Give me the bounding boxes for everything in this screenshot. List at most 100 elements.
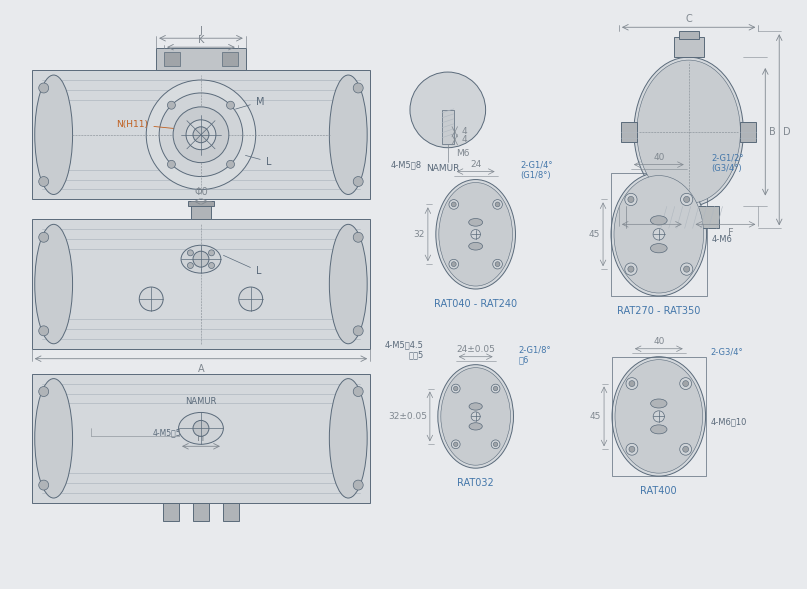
Circle shape: [495, 202, 500, 207]
Text: J: J: [199, 27, 203, 37]
Circle shape: [167, 160, 175, 168]
Circle shape: [683, 380, 688, 386]
Text: H: H: [197, 434, 205, 444]
Circle shape: [167, 101, 175, 109]
Ellipse shape: [35, 224, 73, 344]
Text: 4-M5深4.5
孔深5: 4-M5深4.5 孔深5: [385, 340, 424, 359]
Text: A: A: [198, 363, 204, 373]
Text: 40: 40: [653, 153, 664, 161]
Bar: [31, 219, 370, 349]
Circle shape: [39, 386, 48, 396]
Ellipse shape: [181, 245, 221, 273]
Text: NAMUR: NAMUR: [186, 398, 216, 406]
Bar: [611, 173, 707, 296]
Ellipse shape: [35, 379, 73, 498]
Text: 4-M6深10: 4-M6深10: [710, 417, 747, 426]
Bar: [621, 122, 637, 142]
Circle shape: [353, 232, 363, 242]
Circle shape: [39, 326, 48, 336]
Circle shape: [493, 386, 498, 391]
Circle shape: [625, 263, 637, 275]
Text: C: C: [685, 14, 692, 24]
Circle shape: [628, 266, 634, 272]
Ellipse shape: [614, 176, 704, 293]
Text: RAT040 - RAT240: RAT040 - RAT240: [434, 299, 517, 309]
Circle shape: [628, 196, 634, 203]
Circle shape: [470, 230, 480, 239]
Bar: [222, 52, 238, 66]
Circle shape: [680, 263, 692, 275]
Bar: [157, 48, 246, 70]
Text: 4: 4: [462, 135, 467, 144]
Circle shape: [451, 202, 456, 207]
Circle shape: [653, 411, 664, 422]
Text: N(H11): N(H11): [116, 120, 183, 131]
Bar: [659, 206, 718, 229]
Circle shape: [239, 287, 262, 311]
Text: 2-G3/4°: 2-G3/4°: [710, 348, 743, 357]
Circle shape: [353, 326, 363, 336]
Circle shape: [353, 83, 363, 93]
Text: 2-G1/2°
(G3/4°): 2-G1/2° (G3/4°): [712, 153, 744, 173]
Text: NAMUR: NAMUR: [426, 164, 459, 173]
Ellipse shape: [634, 57, 743, 206]
Circle shape: [187, 263, 194, 269]
Text: RAT270 - RAT350: RAT270 - RAT350: [617, 306, 700, 316]
Ellipse shape: [35, 75, 73, 194]
Bar: [31, 70, 370, 200]
Circle shape: [493, 442, 498, 446]
Circle shape: [39, 480, 48, 490]
Ellipse shape: [612, 357, 705, 476]
Text: M: M: [236, 97, 264, 109]
Ellipse shape: [438, 365, 513, 468]
Bar: [674, 37, 704, 57]
Circle shape: [626, 378, 638, 389]
Circle shape: [187, 250, 194, 256]
Text: 45: 45: [590, 412, 601, 421]
Ellipse shape: [469, 423, 483, 430]
Circle shape: [629, 380, 635, 386]
Circle shape: [653, 229, 664, 240]
Bar: [193, 503, 209, 521]
Circle shape: [684, 196, 690, 203]
Ellipse shape: [637, 60, 740, 203]
Circle shape: [39, 83, 48, 93]
Text: 40: 40: [653, 337, 664, 346]
Circle shape: [410, 72, 486, 148]
Circle shape: [227, 160, 235, 168]
Circle shape: [39, 177, 48, 187]
Circle shape: [451, 384, 460, 393]
Circle shape: [140, 287, 163, 311]
Text: F: F: [728, 229, 734, 239]
Text: RAT032: RAT032: [458, 478, 494, 488]
Circle shape: [495, 262, 500, 267]
Text: E: E: [644, 229, 650, 239]
Text: 4: 4: [462, 127, 467, 136]
Text: B: B: [769, 127, 776, 137]
Ellipse shape: [650, 399, 667, 408]
Circle shape: [449, 200, 458, 209]
Text: 2-G1/4°
(G1/8°): 2-G1/4° (G1/8°): [521, 160, 553, 180]
Text: K: K: [198, 35, 204, 45]
Circle shape: [451, 440, 460, 449]
Text: G: G: [617, 211, 624, 221]
Bar: [188, 201, 214, 206]
Bar: [31, 373, 370, 503]
Text: 4-M5深5: 4-M5深5: [153, 429, 181, 438]
Ellipse shape: [650, 425, 667, 434]
Circle shape: [626, 444, 638, 455]
Bar: [740, 122, 756, 142]
Circle shape: [493, 259, 503, 269]
Ellipse shape: [650, 216, 667, 225]
Text: 24: 24: [470, 160, 481, 168]
Circle shape: [683, 446, 688, 452]
Text: M6: M6: [456, 149, 469, 158]
Circle shape: [454, 386, 458, 391]
Bar: [164, 52, 180, 66]
Text: 2-G1/8°
深6: 2-G1/8° 深6: [518, 345, 551, 365]
Circle shape: [353, 177, 363, 187]
Circle shape: [146, 80, 256, 190]
Circle shape: [186, 120, 216, 150]
Circle shape: [227, 101, 235, 109]
Circle shape: [449, 259, 458, 269]
